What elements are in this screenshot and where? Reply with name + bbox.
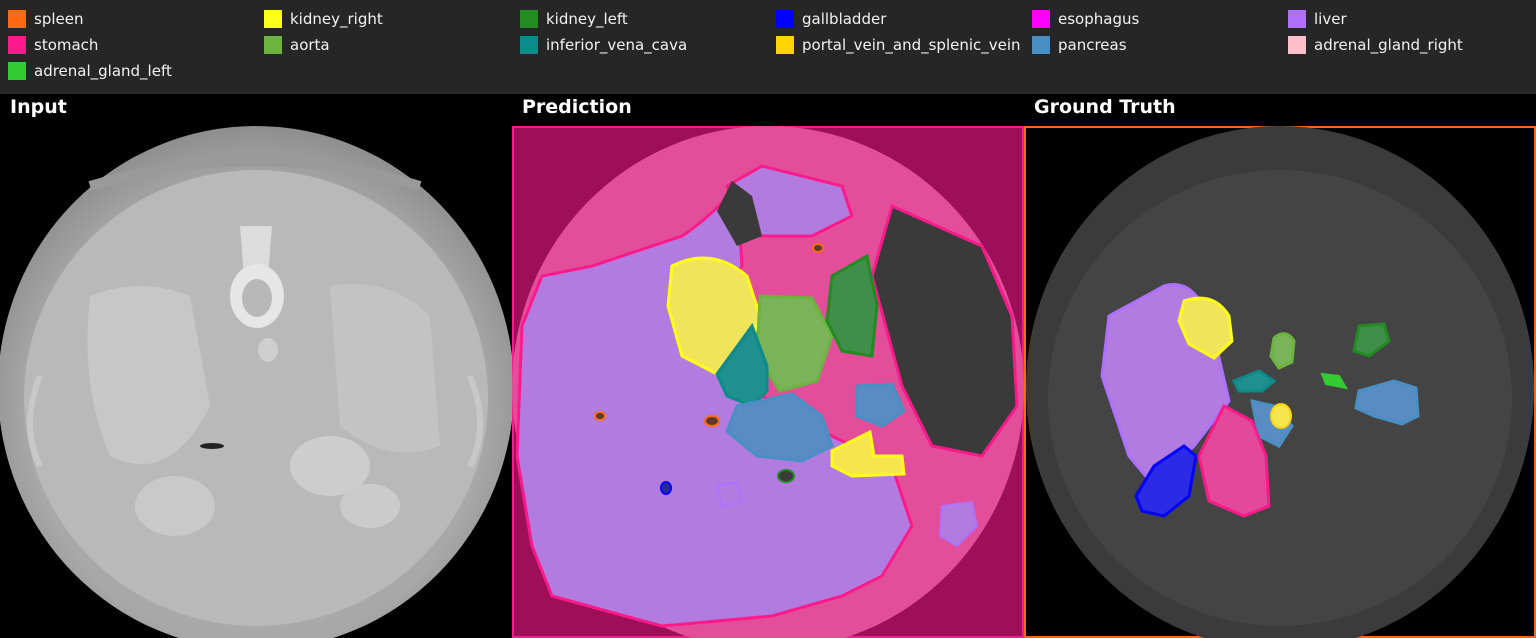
legend-label: portal_vein_and_splenic_vein: [802, 36, 1021, 54]
input-title: Input: [10, 96, 67, 118]
legend-swatch: [264, 36, 282, 54]
prediction-title: Prediction: [522, 96, 632, 118]
legend-item-adrenal-gland-left: adrenal_gland_left: [8, 61, 172, 81]
legend-item-aorta: aorta: [264, 35, 330, 55]
legend-item-liver: liver: [1288, 9, 1347, 29]
legend-label: gallbladder: [802, 10, 887, 28]
legend-swatch: [776, 10, 794, 28]
legend-swatch: [520, 10, 538, 28]
legend-item-kidney-left: kidney_left: [520, 9, 628, 29]
legend-swatch: [520, 36, 538, 54]
legend-item-spleen: spleen: [8, 9, 83, 29]
legend-label: inferior_vena_cava: [546, 36, 688, 54]
legend-label: kidney_right: [290, 10, 383, 28]
legend-swatch: [1288, 10, 1306, 28]
legend-label: stomach: [34, 36, 99, 54]
ground-truth-title: Ground Truth: [1034, 96, 1176, 118]
legend-swatch: [8, 62, 26, 80]
legend-item-gallbladder: gallbladder: [776, 9, 886, 29]
legend-label: adrenal_gland_right: [1314, 36, 1463, 54]
legend-label: esophagus: [1058, 10, 1140, 28]
legend-swatch: [776, 36, 794, 54]
legend-label: kidney_left: [546, 10, 628, 28]
legend-item-esophagus: esophagus: [1032, 9, 1139, 29]
legend-label: spleen: [34, 10, 84, 28]
legend: spleen kidney_right kidney_left gallblad…: [0, 0, 1536, 94]
legend-label: liver: [1314, 10, 1347, 28]
legend-swatch: [1032, 10, 1050, 28]
legend-item-adrenal-gland-right: adrenal_gland_right: [1288, 35, 1463, 55]
legend-swatch: [1288, 36, 1306, 54]
legend-item-stomach: stomach: [8, 35, 98, 55]
input-ct-image: [0, 126, 512, 638]
legend-label: pancreas: [1058, 36, 1127, 54]
legend-label: adrenal_gland_left: [34, 62, 172, 80]
legend-swatch: [1032, 36, 1050, 54]
legend-swatch: [264, 10, 282, 28]
ground-truth-overlay-image: [1024, 126, 1536, 638]
legend-item-portal-vein: portal_vein_and_splenic_vein: [776, 35, 1021, 55]
prediction-overlay-image: [512, 126, 1024, 638]
legend-item-kidney-right: kidney_right: [264, 9, 383, 29]
legend-swatch: [8, 36, 26, 54]
legend-swatch: [8, 10, 26, 28]
legend-item-pancreas: pancreas: [1032, 35, 1127, 55]
legend-label: aorta: [290, 36, 330, 54]
legend-item-inferior-vena-cava: inferior_vena_cava: [520, 35, 687, 55]
